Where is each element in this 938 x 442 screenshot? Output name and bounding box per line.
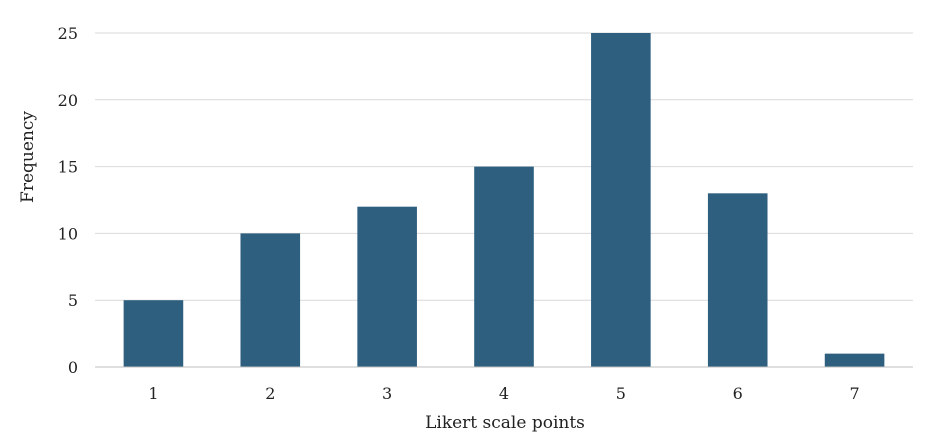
bar-2 — [240, 233, 301, 367]
y-tick-label: 15 — [58, 158, 78, 177]
y-tick-label: 20 — [58, 91, 78, 110]
x-tick-label: 6 — [733, 384, 743, 403]
x-tick-label: 2 — [265, 384, 275, 403]
y-tick-label: 10 — [58, 224, 78, 243]
bars — [123, 33, 885, 367]
x-axis-title: Likert scale points — [425, 413, 585, 433]
x-tick-label: 7 — [849, 384, 859, 403]
x-tick-label: 1 — [148, 384, 158, 403]
bar-4 — [474, 166, 534, 367]
bar-3 — [357, 206, 417, 367]
x-tick-label: 4 — [499, 384, 509, 403]
bar-7 — [824, 353, 885, 367]
y-tick-label: 0 — [68, 358, 78, 377]
y-axis-ticks: 0 5 10 15 20 25 — [58, 24, 78, 377]
bar-1 — [123, 300, 184, 367]
y-axis-title: Frequency — [18, 111, 38, 203]
y-tick-label: 5 — [68, 291, 78, 310]
x-axis-ticks: 1 2 3 4 5 6 7 — [148, 384, 859, 403]
bar-6 — [707, 193, 768, 367]
y-tick-label: 25 — [58, 24, 78, 43]
x-tick-label: 5 — [616, 384, 626, 403]
x-tick-label: 3 — [382, 384, 392, 403]
bar-5 — [591, 33, 651, 367]
